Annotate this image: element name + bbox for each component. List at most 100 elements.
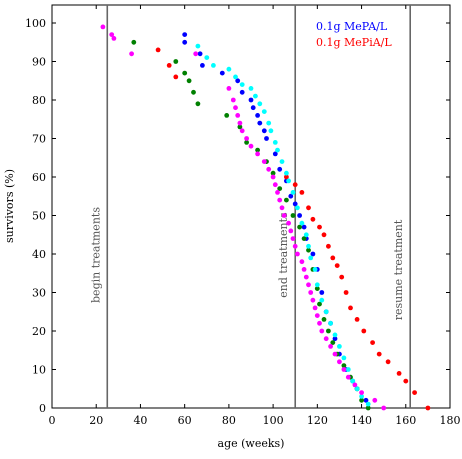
- data-point: [239, 89, 245, 95]
- data-points: [100, 24, 431, 411]
- data-point: [211, 63, 216, 68]
- data-point: [292, 243, 298, 249]
- x-tick-label: 60: [178, 414, 192, 427]
- data-point: [319, 297, 325, 303]
- data-point: [332, 332, 338, 338]
- treatment-line-label: end treatments: [277, 212, 290, 298]
- data-point: [239, 82, 245, 87]
- data-point: [233, 105, 238, 111]
- plot-frame: [51, 4, 451, 409]
- data-point: [319, 328, 325, 334]
- data-point: [290, 213, 296, 218]
- data-point: [326, 243, 331, 249]
- data-point: [290, 236, 296, 242]
- data-point: [306, 247, 311, 253]
- x-tick-label: 80: [222, 414, 236, 427]
- x-tick-label: 180: [440, 414, 461, 427]
- data-point: [314, 313, 320, 318]
- data-point: [299, 259, 305, 265]
- x-tick-label: 0: [49, 414, 56, 427]
- data-point: [352, 382, 358, 388]
- data-point: [284, 170, 289, 176]
- legend: 0.1g MePA/L 0.1g MePiA/L: [316, 20, 392, 49]
- data-point: [297, 224, 302, 230]
- data-point: [370, 340, 375, 345]
- data-point: [372, 397, 378, 403]
- y-tick-label: 50: [32, 210, 46, 223]
- data-point: [385, 359, 391, 365]
- data-point: [314, 282, 320, 288]
- data-point: [237, 120, 243, 126]
- x-tick-label: 100: [263, 414, 284, 427]
- data-point: [341, 367, 347, 372]
- y-tick-label: 40: [32, 248, 46, 261]
- y-tick-label: 30: [32, 287, 46, 300]
- data-point: [297, 213, 302, 218]
- data-point: [275, 147, 280, 153]
- data-point: [255, 113, 260, 118]
- legend-entry-mepa: 0.1g MePA/L: [316, 20, 388, 33]
- data-point: [330, 255, 336, 261]
- data-point: [310, 297, 316, 303]
- data-point: [195, 101, 201, 107]
- data-point: [182, 70, 188, 76]
- y-tick-label: 0: [39, 402, 46, 415]
- data-point: [301, 267, 307, 272]
- x-tick-label: 140: [351, 414, 372, 427]
- data-point: [226, 86, 232, 91]
- data-point: [306, 243, 311, 249]
- data-point: [284, 174, 289, 180]
- data-point: [248, 143, 254, 149]
- y-tick-label: 70: [32, 133, 46, 146]
- data-point: [195, 43, 201, 49]
- data-point: [337, 344, 342, 349]
- data-point: [279, 159, 285, 165]
- data-point: [281, 213, 287, 218]
- data-point: [261, 128, 267, 134]
- data-point: [312, 305, 318, 311]
- data-point: [341, 363, 347, 368]
- data-point: [277, 166, 283, 172]
- data-point: [334, 263, 340, 268]
- data-point: [100, 24, 106, 30]
- data-point: [131, 39, 137, 45]
- data-point: [376, 351, 382, 357]
- data-point: [288, 193, 294, 199]
- data-point: [257, 120, 263, 126]
- data-point: [301, 224, 307, 230]
- data-point: [337, 359, 342, 365]
- x-axis-label: age (weeks): [218, 437, 285, 450]
- data-point: [319, 290, 325, 295]
- data-point: [261, 109, 267, 114]
- data-point: [363, 397, 369, 403]
- data-point: [321, 317, 327, 322]
- data-point: [312, 267, 318, 272]
- data-point: [317, 224, 322, 230]
- data-point: [301, 236, 307, 242]
- data-point: [321, 232, 327, 238]
- data-point: [314, 286, 320, 291]
- x-tick-label: 120: [307, 414, 328, 427]
- data-point: [288, 228, 294, 234]
- data-point: [290, 190, 296, 195]
- data-point: [292, 201, 298, 207]
- data-point: [264, 136, 269, 141]
- data-point: [345, 374, 351, 380]
- y-tick-label: 60: [32, 171, 46, 184]
- data-point: [272, 151, 278, 157]
- data-point: [339, 274, 345, 280]
- data-point: [365, 401, 371, 407]
- data-point: [235, 113, 241, 118]
- data-point: [226, 66, 232, 72]
- data-point: [348, 305, 353, 311]
- data-point: [303, 232, 309, 238]
- data-point: [343, 290, 349, 295]
- data-point: [235, 78, 241, 84]
- data-point: [193, 51, 199, 57]
- treatment-line-label: begin treatments: [89, 207, 102, 303]
- data-point: [268, 128, 274, 134]
- data-point: [109, 32, 115, 37]
- data-point: [396, 371, 402, 376]
- data-point: [155, 47, 161, 53]
